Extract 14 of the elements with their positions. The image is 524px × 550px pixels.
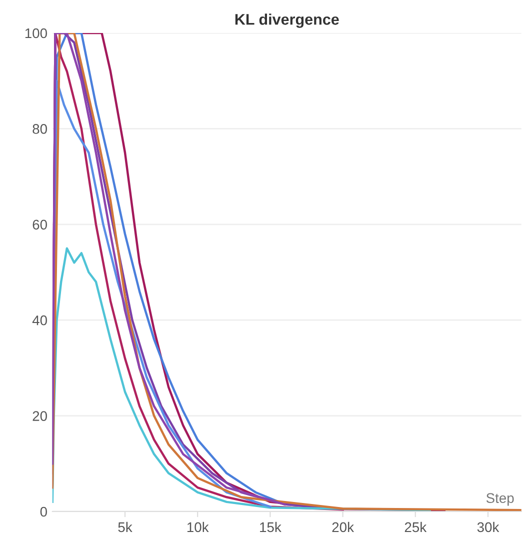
- chart-title: KL divergence: [235, 14, 339, 28]
- y-tick-label: 60: [32, 220, 47, 230]
- x-axis-title: Step: [486, 493, 514, 506]
- y-tick-label: 40: [32, 315, 47, 326]
- x-tick-label: 10k: [187, 522, 209, 532]
- x-tick-label: 5k: [118, 522, 132, 532]
- y-tick-label: 100: [25, 28, 47, 38]
- y-tick-label: 20: [32, 411, 47, 421]
- y-tick-label: 80: [32, 124, 47, 134]
- x-tick-label: 30k: [477, 522, 500, 532]
- y-tick-label: 0: [40, 506, 47, 517]
- x-tick-label: 25k: [404, 522, 427, 532]
- x-tick-label: 15k: [260, 522, 282, 532]
- x-tick-label: 20k: [332, 522, 354, 532]
